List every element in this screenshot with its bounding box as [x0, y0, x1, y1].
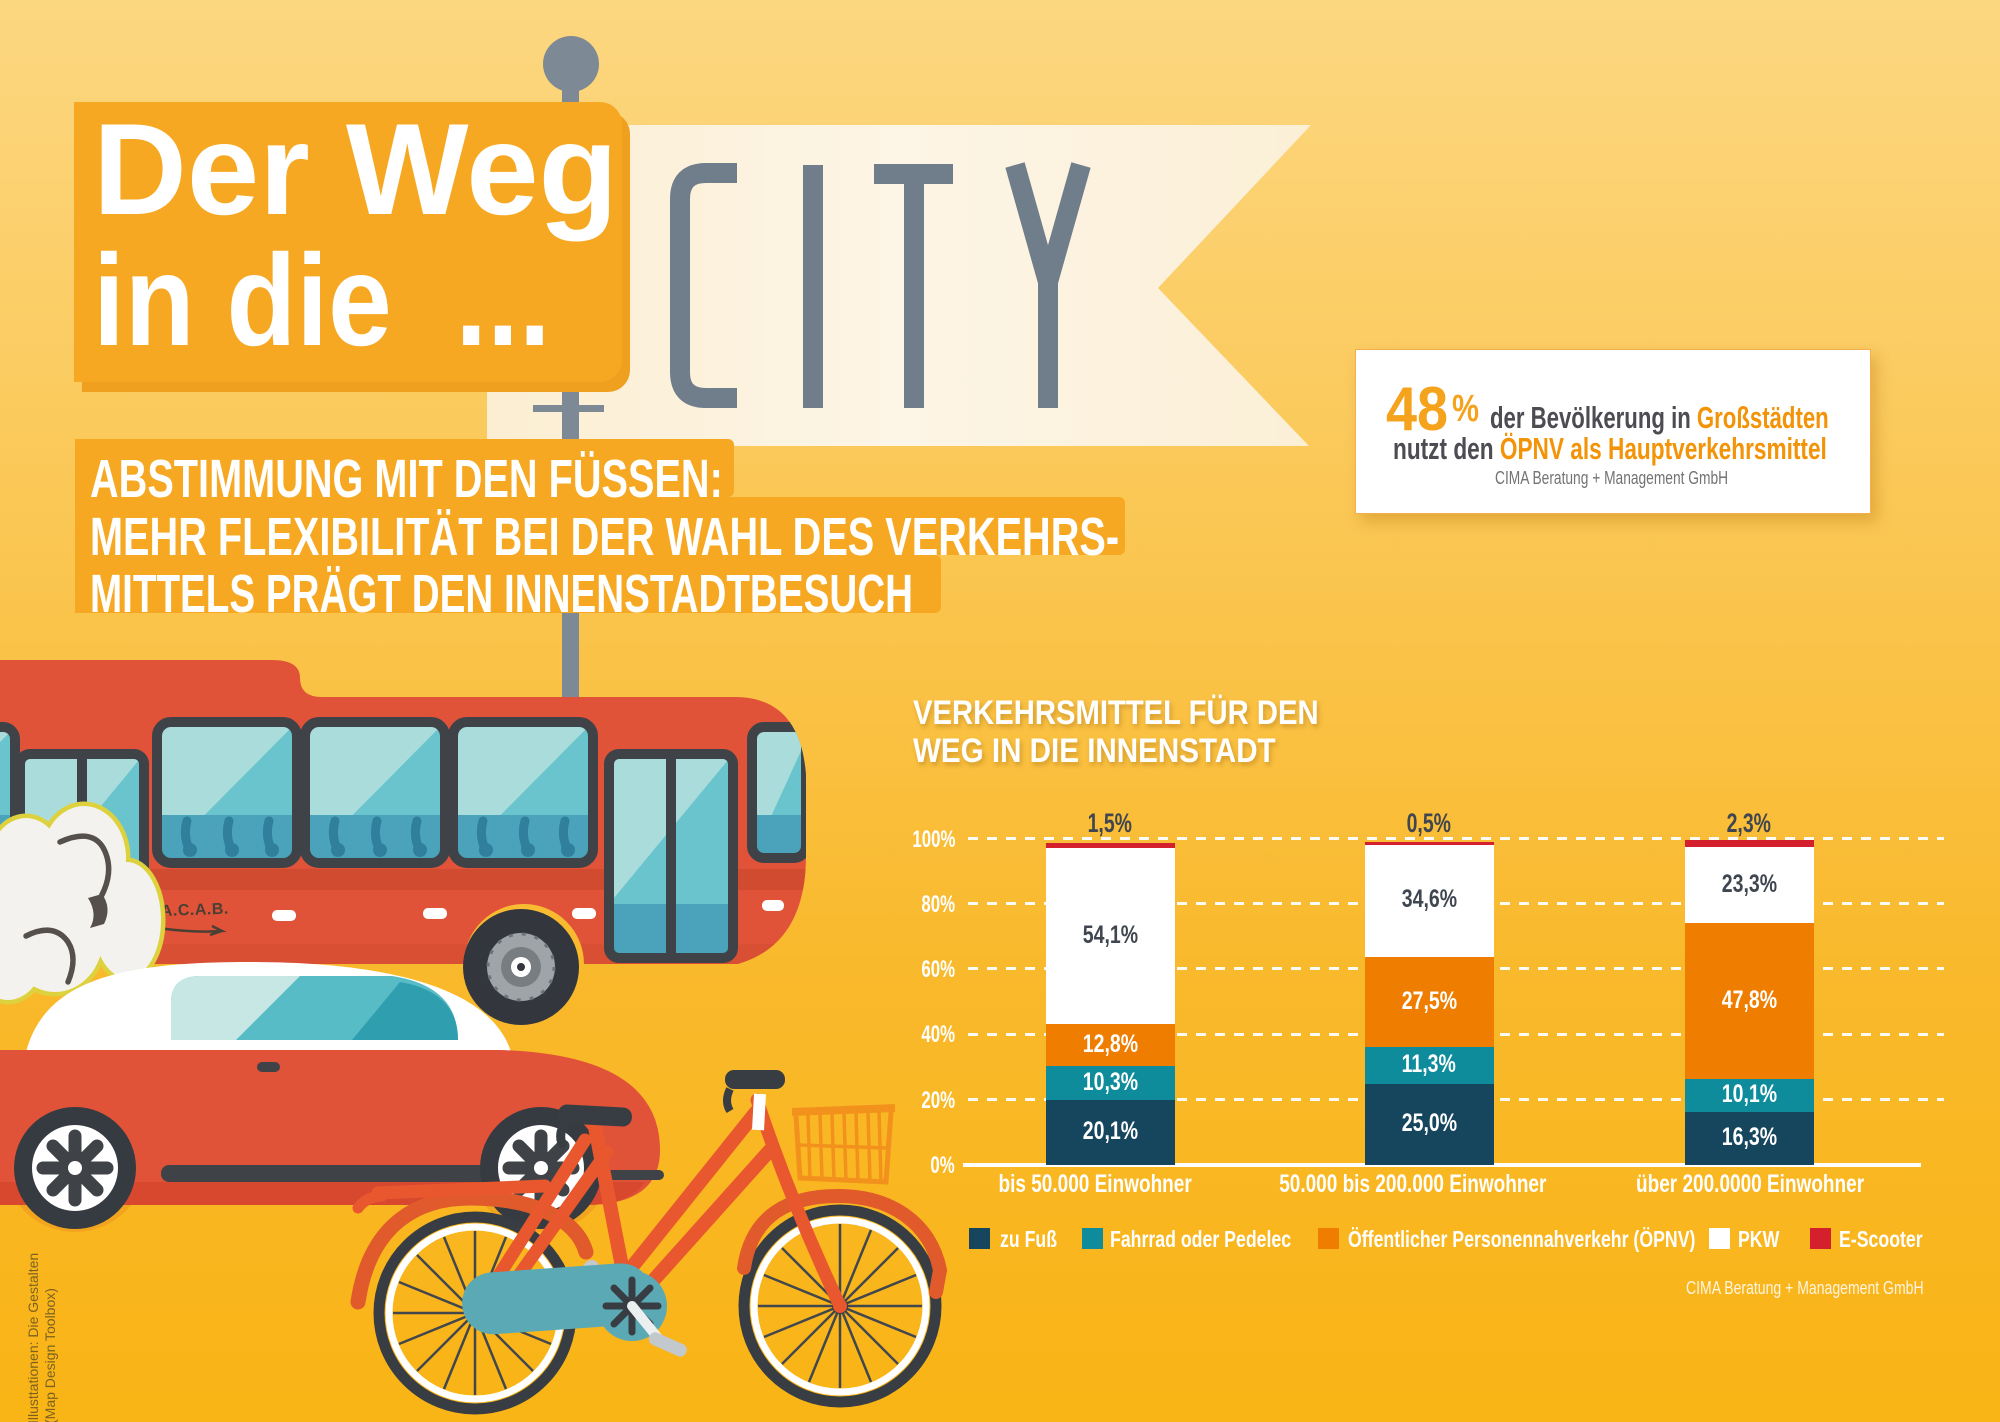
svg-text:A.C.A.B.: A.C.A.B. [161, 901, 230, 920]
